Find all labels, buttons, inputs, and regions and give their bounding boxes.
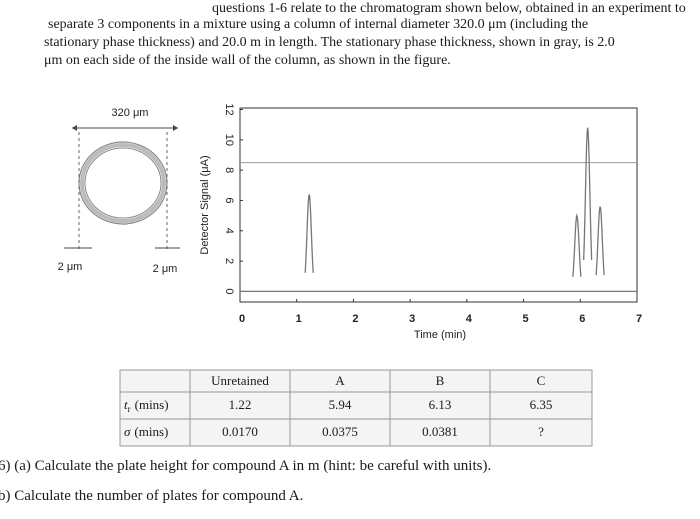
x-tick-label: 0	[239, 313, 245, 325]
stationary-phase	[80, 143, 166, 223]
x-axis-label: Time (min)	[414, 329, 466, 341]
row-label: tr (mins)	[124, 397, 169, 414]
inner-wall	[84, 147, 162, 219]
thickness-label: 2 μm	[58, 261, 83, 273]
table-cell: 0.0381	[422, 424, 458, 439]
table-header: Unretained	[211, 373, 269, 388]
table-cell: 6.35	[530, 397, 553, 412]
diameter-label: 320 μm	[112, 107, 149, 119]
plot-frame	[239, 107, 638, 303]
x-tick-label: 6	[579, 313, 585, 325]
table-cell: 0.0170	[222, 424, 258, 439]
x-tick-label: 3	[409, 313, 415, 325]
label-symbol: σ	[124, 424, 131, 439]
question: b) Calculate the number of plates for co…	[0, 488, 303, 504]
thickness-label: 2 μm	[153, 263, 178, 275]
label-text: (mins)	[135, 397, 169, 412]
peak	[595, 206, 605, 276]
table-grid	[119, 369, 593, 447]
table-cell: ?	[538, 424, 544, 439]
y-tick-label: 6	[223, 197, 235, 203]
table-header: A	[335, 373, 345, 388]
intro-line: separate 3 components in a mixture using…	[48, 17, 588, 32]
intro-line: questions 1-6 relate to the chromatogram…	[212, 1, 686, 16]
table-cell: 0.0375	[322, 424, 358, 439]
intro-line: μm on each side of the inside wall of th…	[44, 53, 451, 68]
peak	[583, 127, 593, 261]
y-tick-label: 10	[223, 134, 235, 146]
peak	[304, 194, 314, 273]
x-tick-label: 5	[523, 313, 529, 325]
table-cell: 6.13	[429, 397, 452, 412]
x-tick-label: 1	[296, 313, 302, 325]
table-frame	[119, 369, 593, 447]
row-label: σ (mins)	[124, 424, 168, 439]
table-header: B	[436, 373, 445, 388]
y-tick-label: 4	[223, 228, 235, 234]
column-diagram: 320 μm 2 μm 2 μm	[58, 107, 180, 275]
y-tick-label: 2	[223, 258, 235, 264]
x-tick-label: 4	[466, 313, 473, 325]
y-axis-label: Detector Signal (μA)	[199, 155, 211, 254]
table-header: C	[537, 373, 546, 388]
outer-wall	[78, 141, 168, 225]
question: 6) (a) Calculate the plate height for co…	[0, 458, 491, 474]
y-tick-label: 12	[223, 103, 235, 115]
y-tick-label: 0	[223, 288, 235, 294]
table-cell: 1.22	[229, 397, 252, 412]
peak	[572, 213, 582, 277]
x-tick-label: 2	[352, 313, 358, 325]
table-cell: 5.94	[329, 397, 352, 412]
intro-line: stationary phase thickness) and 20.0 m i…	[44, 35, 615, 50]
label-text: (mins)	[134, 424, 168, 439]
x-tick-label: 7	[636, 313, 642, 325]
y-tick-label: 8	[223, 167, 235, 173]
label-symbol: t	[124, 397, 128, 412]
label-subscript: r	[128, 404, 131, 414]
